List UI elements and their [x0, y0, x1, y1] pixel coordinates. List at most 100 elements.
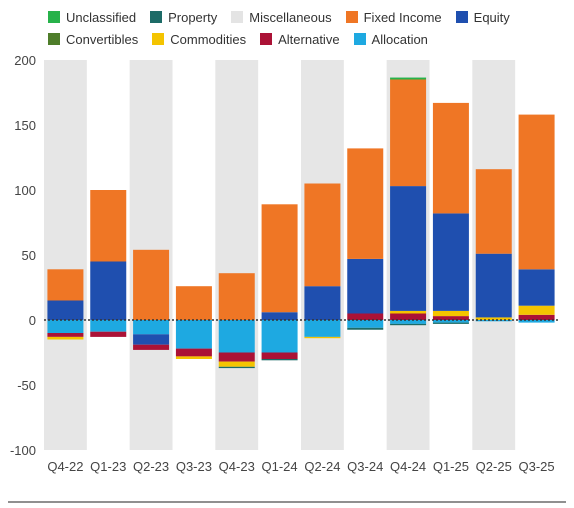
bar-segment [218, 273, 255, 320]
y-tick-label: 50 [22, 248, 36, 263]
legend-item: Fixed Income [345, 9, 442, 25]
bar-segment [518, 314, 555, 320]
bar-segment [347, 320, 384, 328]
bar-segment [432, 310, 469, 317]
x-tick-label: Q3-23 [176, 459, 212, 474]
legend-label: Fixed Income [363, 9, 442, 25]
bar-segment [390, 310, 427, 314]
y-tick-label: 100 [14, 183, 36, 198]
legend-label: Property [168, 9, 218, 25]
bar-segment [518, 320, 555, 323]
y-tick-label: 150 [14, 118, 36, 133]
legend-item: Miscellaneous [231, 9, 332, 25]
bar-segment [47, 269, 84, 301]
bar-segment [304, 320, 341, 337]
legend-label: Commodities [170, 31, 247, 47]
legend-swatch [48, 33, 60, 45]
x-tick-label: Q2-24 [304, 459, 340, 474]
x-tick-label: Q2-23 [133, 459, 169, 474]
bar-segment [347, 148, 384, 259]
chart-legend: Unclassified Property Miscellaneous Fixed I… [48, 6, 548, 50]
bar-segment [47, 320, 84, 333]
bar-segment [390, 77, 427, 80]
bar-segment [218, 366, 255, 369]
bar-segment [475, 317, 512, 320]
bar-segment [175, 320, 212, 349]
bar-segment [47, 333, 84, 337]
legend-item: Allocation [353, 31, 428, 47]
y-tick-label: -50 [17, 378, 36, 393]
bar-segment [347, 327, 384, 330]
bar-segment [218, 361, 255, 367]
legend-item: Alternative [260, 31, 340, 47]
bar-segment [518, 305, 555, 315]
bar-segment [347, 258, 384, 314]
y-tick-label: -100 [10, 443, 36, 458]
bar-segment [261, 320, 298, 353]
legend-swatch [48, 11, 60, 23]
bar-segment [261, 312, 298, 320]
bar-segment [175, 286, 212, 320]
bar-segment [304, 336, 341, 339]
bar-segment [390, 186, 427, 311]
bar-segment [475, 169, 512, 254]
bar-segment [390, 323, 427, 326]
bar-segment [432, 102, 469, 214]
bar-segment [47, 300, 84, 320]
bar-segment [90, 320, 127, 332]
bar-segment [47, 336, 84, 340]
legend-item: Equity [455, 9, 510, 25]
bar-segment [133, 320, 170, 335]
legend-swatch [231, 11, 244, 23]
bar-segment [133, 334, 170, 345]
bar-segment [218, 320, 255, 353]
legend-label: Alternative [278, 31, 340, 47]
bar-segment [518, 114, 555, 270]
legend-item: Unclassified [48, 10, 136, 25]
legend-label: Equity [473, 9, 510, 25]
bar-segment [347, 313, 384, 320]
x-tick-label: Q3-25 [519, 459, 555, 474]
legend-swatch [345, 11, 358, 23]
legend-item: Property [150, 10, 217, 25]
bar-segment [432, 322, 469, 324]
legend-item: Convertibles [48, 32, 138, 47]
x-tick-label: Q2-25 [476, 459, 512, 474]
y-tick-label: 0 [29, 313, 36, 328]
bar-segment [175, 348, 212, 357]
bar-segment [261, 204, 298, 313]
bar-segment [432, 213, 469, 311]
legend-swatch [152, 33, 165, 45]
bar-segment [475, 253, 512, 318]
bar-segment [390, 79, 427, 187]
x-tick-label: Q4-23 [219, 459, 255, 474]
y-tick-label: 200 [14, 53, 36, 68]
bar-segment [432, 316, 469, 320]
legend-row: Convertibles Commodities Alternative Alloca… [48, 28, 548, 50]
legend-swatch [353, 33, 366, 45]
bar-segment [175, 356, 212, 359]
legend-label: Miscellaneous [249, 9, 332, 25]
bar-segment [390, 313, 427, 320]
bar-segment [261, 352, 298, 359]
legend-label: Allocation [371, 31, 428, 47]
bar-segment [218, 352, 255, 362]
x-tick-label: Q1-24 [262, 459, 298, 474]
bar-segment [90, 331, 127, 337]
bar-segment [390, 320, 427, 324]
bar-segment [133, 344, 170, 350]
legend-row: Unclassified Property Miscellaneous Fixed I… [48, 6, 548, 28]
column-band [215, 60, 259, 450]
bar-segment [133, 249, 170, 320]
column-band [44, 60, 87, 450]
legend-swatch [150, 11, 163, 23]
legend-swatch [455, 11, 468, 23]
x-tick-label: Q1-23 [90, 459, 126, 474]
x-tick-label: Q4-24 [390, 459, 426, 474]
legend-item: Commodities [152, 32, 246, 47]
x-tick-label: Q1-25 [433, 459, 469, 474]
bar-segment [90, 190, 127, 262]
bar-segment [304, 183, 341, 287]
bar-segment [304, 286, 341, 320]
